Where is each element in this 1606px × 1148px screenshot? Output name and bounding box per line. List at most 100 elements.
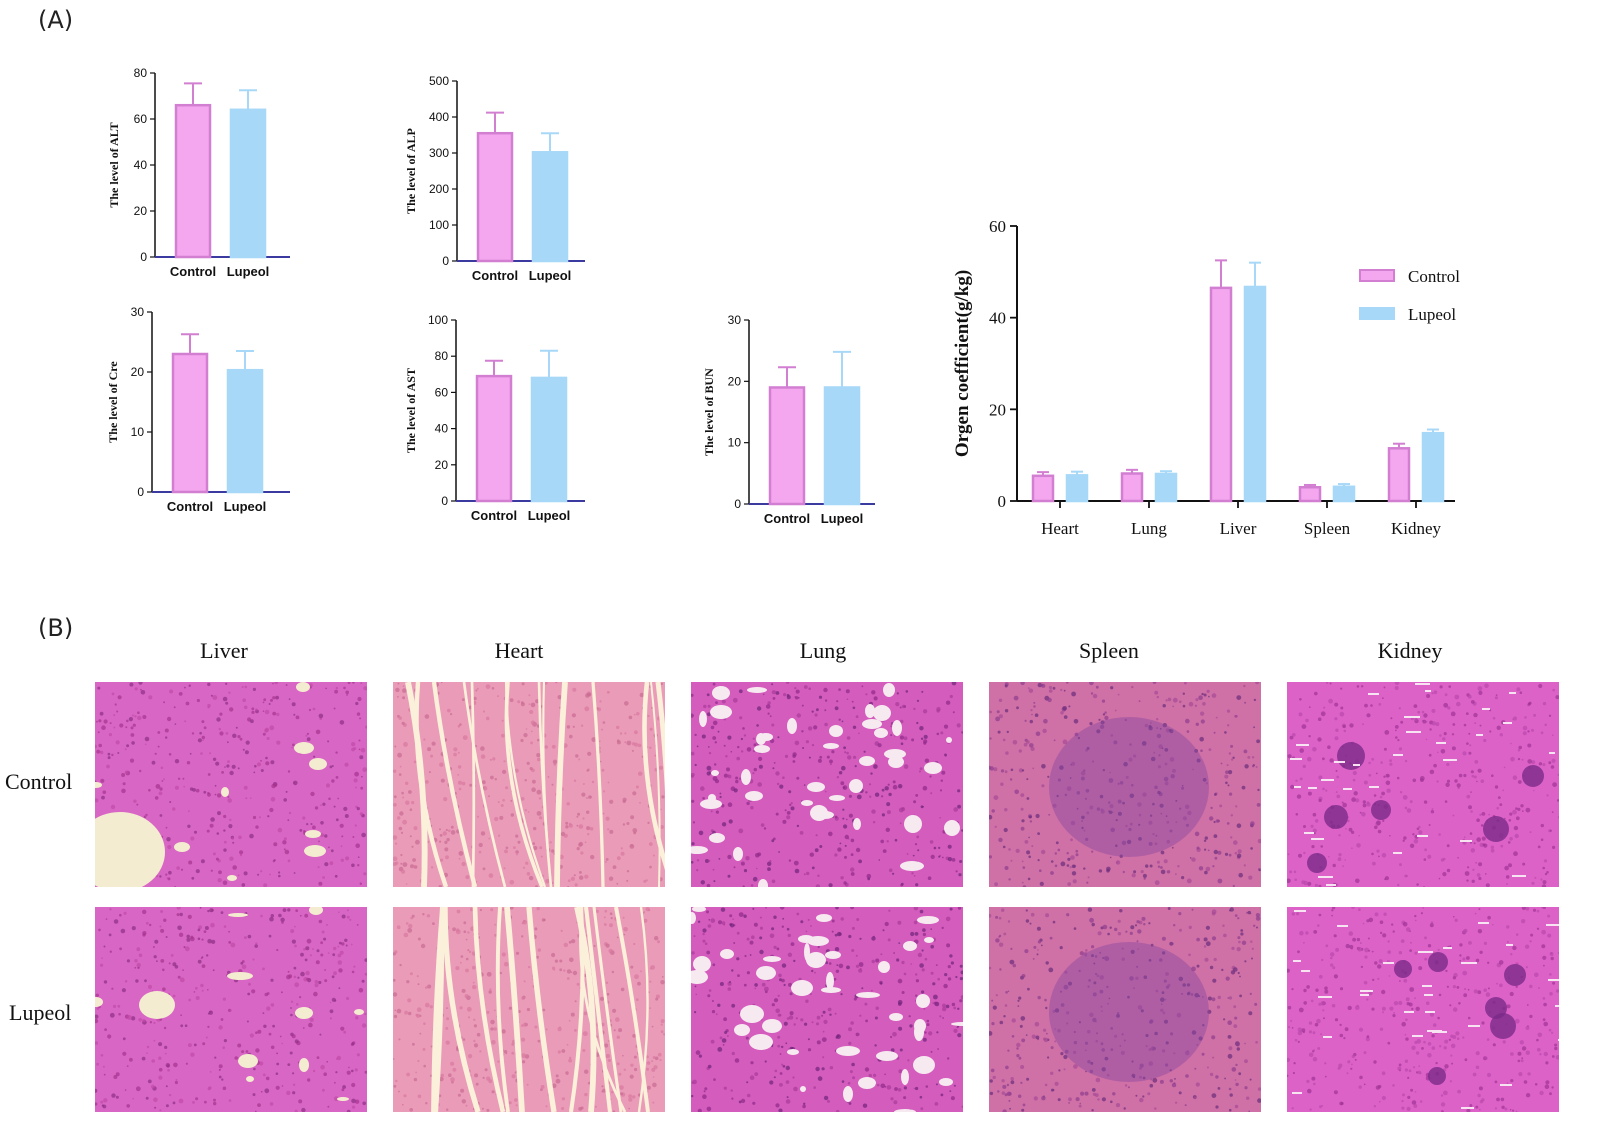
y-axis-label: The level of ALT (107, 122, 121, 207)
bar-control (475, 374, 513, 503)
organ-coefficient-chart: 0 20 40 60 Orgen coefficient(g/kg) Heart Lung L… (952, 217, 1460, 538)
y-tick-label: 500 (429, 74, 449, 88)
micrograph-lung-lupeol (691, 907, 971, 1117)
micrograph-texture (989, 682, 1261, 887)
micrograph-heart-control (393, 682, 673, 892)
charts-area: 0 20 40 60 80 The level of ALT Control Lupeol 0 1… (106, 66, 1460, 538)
y-axis-label: The level of BUN (702, 368, 716, 456)
y-tick-label: 30 (131, 305, 145, 319)
y-tick-label: 40 (134, 158, 148, 172)
y-tick-label: 0 (734, 497, 741, 511)
x-tick-label: Control (471, 508, 517, 523)
y-tick-label: 10 (728, 436, 742, 450)
legend-label-lupeol: Lupeol (1408, 305, 1456, 324)
legend-swatch-control (1359, 269, 1395, 282)
micrograph-texture (95, 907, 367, 1112)
y-tick-label: 0 (137, 485, 144, 499)
histology-col-kidney: Kidney (1377, 638, 1443, 663)
y-tick-label: 10 (131, 425, 145, 439)
small-chart-3: 0 10 20 30 The level of Cre Control Lupeol (106, 305, 290, 514)
x-tick-label: Lung (1131, 519, 1167, 538)
micrograph-texture (1287, 682, 1559, 887)
micrograph-texture (95, 682, 367, 887)
panel-label-b: (B) (38, 614, 74, 642)
bar-lupeol (229, 108, 267, 259)
micrograph-liver-lupeol (95, 907, 375, 1117)
bar-control (1298, 486, 1322, 503)
x-tick-label: Lupeol (227, 264, 270, 279)
y-tick-label: 0 (441, 494, 448, 508)
x-tick-label: Lupeol (224, 499, 267, 514)
y-tick-label: 60 (435, 385, 449, 399)
y-tick-label: 100 (429, 218, 449, 232)
x-tick-label: Kidney (1391, 519, 1442, 538)
bar-lupeol (823, 386, 861, 506)
bar-lupeol (1154, 472, 1178, 503)
bar-control (1209, 286, 1233, 503)
micrograph-kidney-lupeol (1287, 907, 1567, 1117)
small-chart-1: 0 20 40 60 80 The level of ALT Control Lupeol (107, 66, 290, 279)
micrograph-texture (393, 682, 665, 887)
y-tick-label: 0 (998, 492, 1007, 511)
micrograph-texture (1287, 907, 1559, 1112)
y-tick-label: 0 (442, 254, 449, 268)
micrograph-spleen-control (989, 682, 1269, 892)
small-chart-5: 0 10 20 30 The level of BUN Control Lupeol (702, 313, 875, 526)
micrograph-heart-lupeol (393, 907, 673, 1117)
bar-control (476, 131, 514, 263)
y-tick-label: 0 (140, 250, 147, 264)
y-tick-label: 400 (429, 110, 449, 124)
bar-control (1387, 447, 1411, 503)
y-tick-label: 200 (429, 182, 449, 196)
bar-lupeol (226, 368, 264, 494)
y-tick-label: 30 (728, 313, 742, 327)
y-axis-label: The level of Cre (106, 361, 120, 443)
bar-lupeol (530, 376, 568, 503)
bar-control (768, 386, 806, 506)
histology-col-lung: Lung (799, 638, 847, 663)
panel-label-a: (A) (38, 6, 74, 34)
y-tick-label: 20 (131, 365, 145, 379)
y-axis-label: The level of AST (404, 368, 418, 453)
y-axis-label: The level of ALP (404, 128, 418, 214)
y-tick-label: 100 (428, 313, 448, 327)
y-tick-label: 20 (435, 458, 449, 472)
micrograph-texture (989, 907, 1261, 1112)
bar-lupeol (531, 151, 569, 263)
x-tick-label: Lupeol (529, 268, 572, 283)
legend-label-control: Control (1408, 267, 1460, 286)
bar-control (171, 352, 209, 494)
histology-row-lupeol: Lupeol (9, 1000, 72, 1025)
micrograph-spleen-lupeol (989, 907, 1269, 1117)
histology-col-liver: Liver (200, 638, 248, 663)
micrograph-texture (691, 682, 963, 887)
x-tick-label: Spleen (1304, 519, 1351, 538)
x-tick-label: Lupeol (821, 511, 864, 526)
x-tick-label: Heart (1041, 519, 1079, 538)
x-tick-label: Control (170, 264, 216, 279)
micrograph-liver-control (95, 682, 375, 892)
micrograph-kidney-control (1287, 682, 1567, 892)
y-tick-label: 20 (134, 204, 148, 218)
x-tick-label: Liver (1220, 519, 1257, 538)
micrograph-texture (691, 907, 963, 1112)
bar-control (1120, 472, 1144, 503)
x-tick-label: Lupeol (528, 508, 571, 523)
histology-row-control: Control (5, 769, 73, 794)
bar-lupeol (1243, 285, 1267, 503)
y-axis-label: Orgen coefficient(g/kg) (952, 270, 973, 457)
legend-swatch-lupeol (1359, 307, 1395, 320)
x-tick-label: Control (167, 499, 213, 514)
y-tick-label: 20 (728, 374, 742, 388)
histology-col-spleen: Spleen (1079, 638, 1139, 663)
bar-lupeol (1332, 485, 1356, 503)
small-chart-2: 0 100 200 300 400 500 The level of ALP Control L… (404, 74, 585, 283)
small-chart-4: 0 20 40 60 80 100 The level of AST Control Lupeo… (404, 313, 585, 523)
y-tick-label: 60 (134, 112, 148, 126)
x-tick-label: Control (764, 511, 810, 526)
bar-lupeol (1065, 474, 1089, 503)
y-tick-label: 300 (429, 146, 449, 160)
bar-control (1031, 474, 1055, 503)
y-tick-label: 40 (989, 309, 1006, 328)
